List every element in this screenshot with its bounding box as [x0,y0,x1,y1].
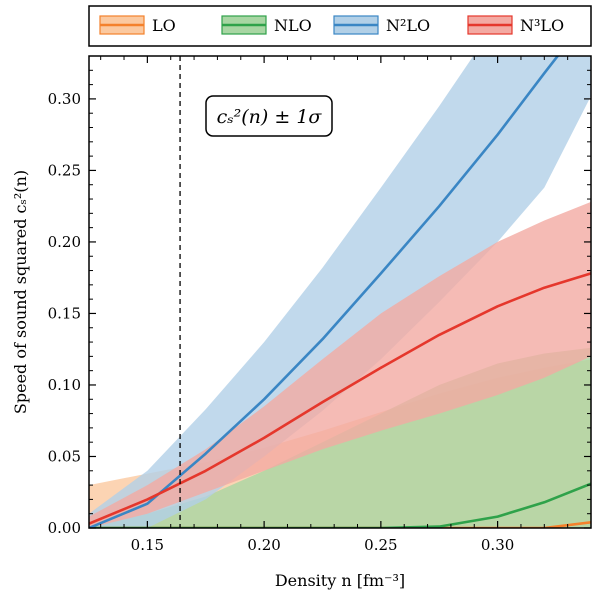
y-axis: 0.00 0.05 0.10 0.15 0.20 0.25 0.30 [48,55,591,537]
legend-label: LO [152,16,176,35]
legend-item-n2lo: N²LO [333,15,430,35]
y-tick-label: 0.25 [48,161,81,179]
x-axis: 0.15 0.20 0.25 0.30 [100,56,592,554]
x-tick-label: 0.15 [131,536,164,554]
legend-item-nlo: NLO [221,15,312,35]
x-axis-label: Density n [fm⁻³] [275,571,405,590]
y-tick-label: 0.05 [48,447,81,465]
annotation-box [205,95,333,137]
line-n2lo [89,56,560,528]
line-n3lo [89,272,591,525]
plot-frame [88,55,592,529]
legend-item-n3lo: N³LO [467,15,564,35]
annotation: cₛ²(n) ± 1σ [205,95,333,137]
legend-item-lo: LO [99,15,176,35]
y-tick-label: 0.10 [48,376,81,394]
y-axis-label: Speed of sound squared cₛ²(n) [11,170,30,414]
y-tick-label: 0.00 [48,519,81,537]
annotation-text: cₛ²(n) ± 1σ [217,106,323,128]
x-tick-label: 0.25 [364,536,397,554]
legend-label: N²LO [386,16,430,35]
x-tick-label: 0.30 [481,536,514,554]
y-tick-label: 0.20 [48,233,81,251]
line-nlo [89,482,591,528]
legend-label: NLO [274,16,312,35]
y-tick-label: 0.15 [48,304,81,322]
y-tick-label: 0.30 [48,90,81,108]
plot-area: 0.15 0.20 0.25 0.30 0.00 0.05 0.10 0.15 0.20 0.2… [48,55,592,554]
legend: LO NLO N²LO N³LO [88,5,592,47]
legend-label: N³LO [520,16,564,35]
x-tick-label: 0.20 [247,536,280,554]
